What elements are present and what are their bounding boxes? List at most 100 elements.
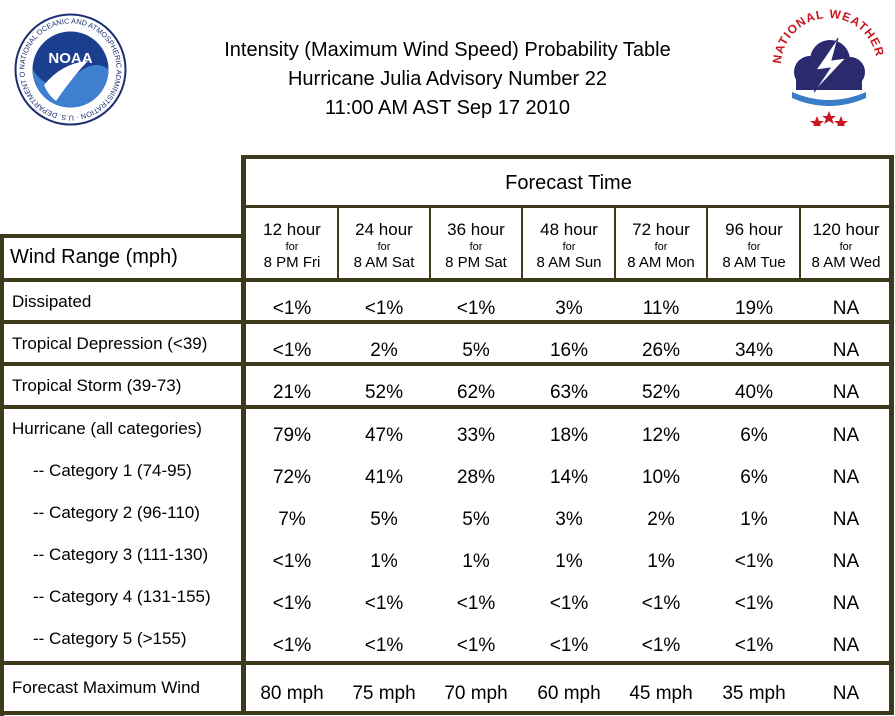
table-cell: 6%: [740, 425, 768, 446]
table-cell: NA: [832, 467, 860, 488]
column-hours: 120 hour: [812, 220, 880, 239]
table-cell: 52%: [641, 382, 681, 403]
nws-logo: NATIONAL WEATHER SERVICE: [772, 8, 886, 126]
table-cell: 40%: [734, 382, 774, 403]
column-header: 36 hour for 8 PM Sat: [431, 220, 521, 272]
table-cell: 5%: [462, 509, 490, 530]
table-cell: <1%: [641, 593, 681, 614]
table-cell: 28%: [456, 467, 496, 488]
title-line-3: 11:00 AM AST Sep 17 2010: [325, 97, 570, 119]
table-cell: NA: [832, 593, 860, 614]
table-cell: 72%: [272, 467, 312, 488]
column-when: 8 PM Sat: [445, 254, 507, 271]
table-cell: 63%: [549, 382, 589, 403]
row-label: -- Category 2 (96-110): [33, 503, 200, 522]
table-cell: 62%: [456, 382, 496, 403]
column-when: 8 AM Wed: [811, 254, 881, 271]
row-label: -- Category 5 (>155): [33, 629, 187, 648]
table-cell: 47%: [364, 425, 404, 446]
table-cell: <1%: [272, 593, 312, 614]
row-label: Dissipated: [12, 292, 92, 311]
table-cell: <1%: [272, 298, 312, 319]
column-for: for: [469, 241, 483, 253]
table-cell: 1%: [555, 551, 583, 572]
table-cell: 52%: [364, 382, 404, 403]
table-cell: NA: [832, 382, 860, 403]
forecast-time-header: Forecast Time: [505, 171, 632, 194]
column-header: 120 hour for 8 AM Wed: [801, 220, 891, 272]
table-cell: <1%: [272, 551, 312, 572]
table-cell: 19%: [734, 298, 774, 319]
row-label: Tropical Storm (39-73): [12, 376, 182, 395]
column-for: for: [839, 241, 853, 253]
title-line-1: Intensity (Maximum Wind Speed) Probabili…: [224, 39, 671, 61]
column-header: 72 hour for 8 AM Mon: [616, 220, 706, 272]
column-when: 8 AM Sun: [536, 254, 602, 271]
table-cell: 5%: [462, 340, 490, 361]
row-label: -- Category 1 (74-95): [33, 461, 192, 480]
column-hours: 36 hour: [447, 220, 505, 239]
row-label: Tropical Depression (<39): [12, 334, 208, 353]
column-for: for: [747, 241, 761, 253]
table-cell: NA: [832, 509, 860, 530]
table-cell: 12%: [641, 425, 681, 446]
table-cell: 26%: [641, 340, 681, 361]
row-label: -- Category 4 (131-155): [33, 587, 211, 606]
table-cell: <1%: [272, 340, 312, 361]
column-hours: 72 hour: [632, 220, 690, 239]
column-when: 8 AM Mon: [627, 254, 695, 271]
table-cell: 14%: [549, 467, 589, 488]
table-cell: <1%: [734, 635, 774, 656]
column-for: for: [654, 241, 668, 253]
row-label: Hurricane (all categories): [12, 419, 202, 438]
column-for: for: [285, 241, 299, 253]
title-line-2: Hurricane Julia Advisory Number 22: [287, 68, 608, 90]
table-cell: 33%: [456, 425, 496, 446]
table-cell: <1%: [272, 635, 312, 656]
table-cell: 70 mph: [444, 683, 508, 704]
table-cell: NA: [832, 340, 860, 361]
column-header: 96 hour for 8 AM Tue: [709, 220, 799, 272]
table-cell: 2%: [370, 340, 398, 361]
wind-range-header: Wind Range (mph): [10, 246, 178, 268]
row-label: -- Category 3 (111-130): [33, 545, 209, 564]
table-cell: 11%: [642, 298, 680, 319]
page-title: Intensity (Maximum Wind Speed) Probabili…: [150, 36, 745, 123]
table-cell: <1%: [364, 635, 404, 656]
column-hours: 24 hour: [355, 220, 413, 239]
table-cell: <1%: [456, 635, 496, 656]
table-cell: 34%: [734, 340, 774, 361]
noaa-logo-text: NOAA: [48, 50, 92, 67]
table-cell: <1%: [641, 635, 681, 656]
column-hours: 48 hour: [540, 220, 598, 239]
table-cell: 80 mph: [260, 683, 324, 704]
table-cell: 1%: [462, 551, 490, 572]
row-label: Forecast Maximum Wind: [12, 678, 200, 697]
table-cell: 75 mph: [352, 683, 416, 704]
table-cell: NA: [832, 683, 860, 704]
table-cell: <1%: [456, 298, 496, 319]
table-cell: 3%: [555, 509, 583, 530]
column-header: 12 hour for 8 PM Fri: [247, 220, 337, 272]
table-cell: 1%: [647, 551, 675, 572]
column-for: for: [377, 241, 391, 253]
table-cell: <1%: [456, 593, 496, 614]
table-cell: 60 mph: [537, 683, 601, 704]
table-cell: <1%: [734, 551, 774, 572]
table-cell: 18%: [549, 425, 589, 446]
column-hours: 12 hour: [263, 220, 321, 239]
table-cell: <1%: [549, 593, 589, 614]
table-cell: 1%: [370, 551, 398, 572]
table-cell: 2%: [647, 509, 675, 530]
table-cell: NA: [832, 298, 860, 319]
table-cell: 10%: [641, 467, 681, 488]
table-cell: 21%: [272, 382, 312, 403]
table-cell: 16%: [549, 340, 589, 361]
table-cell: 3%: [555, 298, 583, 319]
table-cell: 7%: [278, 509, 306, 530]
column-for: for: [562, 241, 576, 253]
column-hours: 96 hour: [725, 220, 783, 239]
table-cell: 45 mph: [629, 683, 693, 704]
column-header: 24 hour for 8 AM Sat: [339, 220, 429, 272]
column-header: 48 hour for 8 AM Sun: [524, 220, 614, 272]
